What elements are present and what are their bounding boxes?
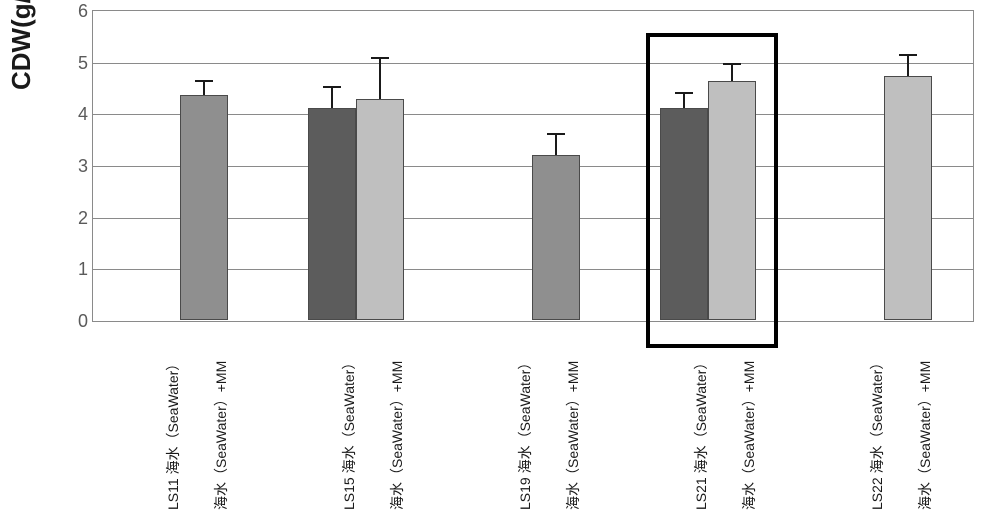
- x-tick-label: LS19 海水（SeaWater）: [515, 356, 535, 510]
- bar: [180, 95, 228, 320]
- chart-root: { "chart": { "type": "bar", "ylabel": "C…: [0, 0, 1000, 531]
- bar: [532, 155, 580, 320]
- y-tick: 6: [60, 1, 88, 22]
- error-cap: [547, 133, 565, 135]
- x-tick-label: 海水（SeaWater）+MM: [211, 361, 231, 510]
- bars-layer: [92, 10, 972, 320]
- error-cap: [675, 92, 693, 94]
- error-bar: [555, 133, 557, 155]
- error-cap: [371, 57, 389, 59]
- error-bar: [683, 92, 685, 109]
- bar: [884, 76, 932, 320]
- x-tick-label: 海水（SeaWater）+MM: [915, 361, 935, 510]
- bar: [660, 108, 708, 320]
- bar: [356, 99, 404, 320]
- x-tick-label: 海水（SeaWater）+MM: [739, 361, 759, 510]
- error-cap: [195, 80, 213, 82]
- x-tick-label: LS11 海水（SeaWater）: [163, 357, 183, 510]
- y-tick: 1: [60, 259, 88, 280]
- x-labels-layer: LS11 海水（SeaWater） 海水（SeaWater）+MM LS15 海水（…: [92, 330, 972, 520]
- y-tick: 3: [60, 156, 88, 177]
- error-bar: [731, 63, 733, 82]
- x-tick-label: LS21 海水（SeaWater）: [691, 356, 711, 510]
- error-bar: [203, 80, 205, 96]
- error-cap: [323, 86, 341, 88]
- x-tick-label: LS22 海水（SeaWater）: [867, 356, 887, 510]
- x-tick-label: 海水（SeaWater）+MM: [563, 361, 583, 510]
- error-bar: [379, 57, 381, 99]
- x-tick-label: 海水（SeaWater）+MM: [387, 361, 407, 510]
- error-cap: [899, 54, 917, 56]
- y-tick: 0: [60, 311, 88, 332]
- y-tick: 4: [60, 104, 88, 125]
- bar: [708, 81, 756, 320]
- bar: [308, 108, 356, 320]
- error-bar: [331, 86, 333, 108]
- y-tick: 2: [60, 208, 88, 229]
- y-tick: 5: [60, 53, 88, 74]
- x-tick-label: LS15 海水（SeaWater）: [339, 356, 359, 510]
- error-cap: [723, 63, 741, 65]
- y-axis-label: CDW(g/L): [6, 0, 37, 90]
- error-bar: [907, 54, 909, 76]
